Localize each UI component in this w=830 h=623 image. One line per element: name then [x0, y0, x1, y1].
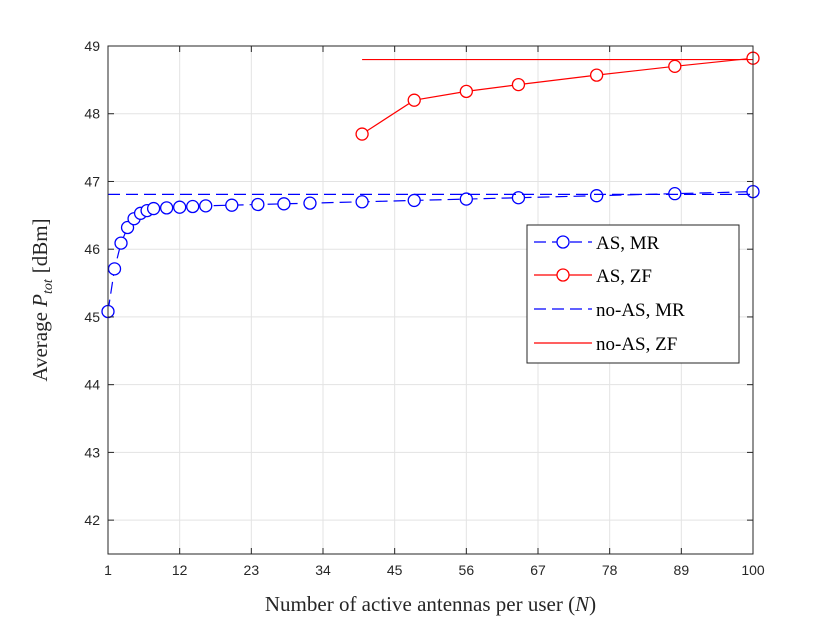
data-point-as-zf-4 — [589, 68, 604, 82]
y-tick-label-6: 48 — [84, 106, 100, 122]
x-tick-label-2: 23 — [244, 562, 260, 578]
x-tick-label-7: 78 — [602, 562, 618, 578]
data-point-as-zf-2 — [459, 84, 473, 99]
plot-frame — [107, 45, 754, 555]
data-point-as-mr-17 — [407, 193, 421, 208]
legend: AS, MR AS, ZF no-AS, MR no-AS, ZF — [526, 224, 740, 364]
data-point-as-mr-2 — [114, 236, 128, 250]
x-tick-label-1: 12 — [172, 562, 188, 578]
y-tick-label-2: 44 — [84, 377, 100, 393]
y-tick-label-4: 46 — [84, 241, 100, 257]
legend-label-no-as-zf: no-AS, ZF — [596, 334, 677, 355]
axis-ticks: 1 12 23 34 45 56 67 78 89 100 42 43 44 45 46 47 48 49 — [84, 38, 764, 578]
data-point-as-mr-19 — [511, 191, 526, 205]
data-point-as-zf-3 — [511, 77, 526, 92]
y-axis-label-unit: [dBm] — [28, 218, 52, 273]
data-point-as-mr-1 — [107, 262, 122, 276]
data-point-as-mr-10 — [186, 199, 200, 214]
data-point-as-mr-15 — [303, 196, 317, 210]
legend-label-as-mr: AS, MR — [596, 233, 660, 254]
data-point-as-mr-9 — [173, 200, 187, 214]
series-layer — [101, 51, 760, 319]
y-tick-label-1: 43 — [84, 444, 100, 460]
data-point-as-mr-14 — [277, 197, 291, 211]
data-point-as-mr-7 — [146, 201, 161, 216]
legend-entry-no-as-mr: no-AS, MR — [534, 300, 685, 321]
legend-entry-no-as-zf: no-AS, ZF — [534, 334, 677, 355]
x-tick-label-0: 1 — [104, 562, 112, 578]
y-tick-label-5: 47 — [84, 173, 100, 189]
series-as-zf — [355, 51, 760, 141]
y-axis-label-symbol: P — [28, 294, 52, 308]
legend-marker-as-zf — [556, 268, 570, 282]
x-axis-label-symbol: N — [574, 592, 590, 616]
data-point-as-mr-11 — [199, 199, 213, 213]
y-tick-label-0: 42 — [84, 512, 100, 528]
data-point-as-zf-1 — [407, 93, 421, 107]
legend-marker-as-mr — [556, 235, 570, 249]
x-tick-label-4: 45 — [387, 562, 403, 578]
data-point-as-mr-20 — [589, 189, 604, 203]
data-point-as-mr-12 — [225, 198, 239, 212]
legend-entry-as-zf: AS, ZF — [534, 266, 652, 287]
x-axis-label: Number of active antennas per user (N) — [265, 592, 596, 616]
y-axis-label-subscript: tot — [41, 278, 56, 294]
data-point-as-mr-16 — [355, 195, 369, 209]
x-tick-label-9: 100 — [741, 562, 765, 578]
series-as-mr — [101, 184, 760, 319]
x-tick-label-5: 56 — [459, 562, 475, 578]
y-axis-label: Average Ptot [dBm] — [28, 218, 56, 381]
data-point-as-mr-13 — [251, 197, 265, 212]
y-axis-label-text: Average — [28, 312, 52, 382]
data-point-as-mr-3 — [120, 220, 135, 235]
y-tick-label-3: 45 — [84, 309, 100, 325]
data-point-as-zf-0 — [355, 127, 369, 141]
data-point-as-mr-8 — [159, 201, 174, 215]
x-tick-label-3: 34 — [315, 562, 331, 578]
data-point-as-mr-21 — [668, 187, 682, 201]
x-tick-label-8: 89 — [674, 562, 690, 578]
x-tick-label-6: 67 — [530, 562, 546, 578]
x-axis-label-text: Number of active antennas per user — [265, 592, 563, 616]
data-point-as-mr-18 — [459, 192, 473, 206]
legend-label-no-as-mr: no-AS, MR — [596, 300, 685, 321]
data-point-as-zf-5 — [668, 59, 682, 73]
y-tick-label-7: 49 — [84, 38, 100, 54]
legend-entry-as-mr: AS, MR — [534, 233, 660, 254]
legend-label-as-zf: AS, ZF — [596, 266, 652, 287]
